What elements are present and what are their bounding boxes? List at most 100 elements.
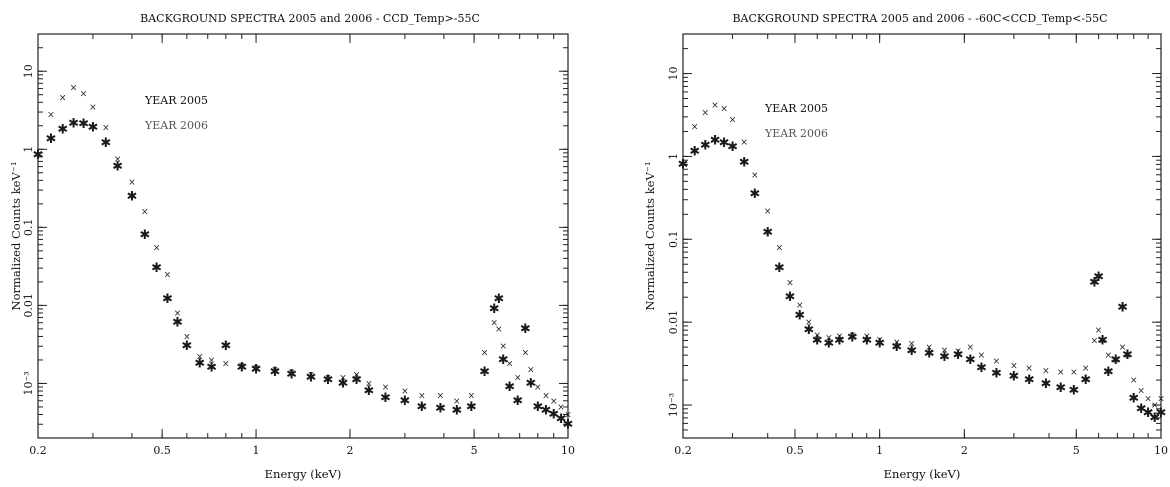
data-point-2006: × xyxy=(1091,337,1099,347)
x-axis-label: Energy (keV) xyxy=(265,467,342,481)
data-point-2006: × xyxy=(401,387,409,397)
data-point-2005: ✱ xyxy=(338,376,349,391)
data-point-2006: × xyxy=(711,101,719,111)
x-tick-label: 1 xyxy=(253,444,260,457)
data-point-2006: × xyxy=(365,379,373,389)
data-point-2006: × xyxy=(729,115,737,125)
data-point-2005: ✱ xyxy=(479,365,490,380)
data-point-2005: ✱ xyxy=(861,334,872,349)
data-point-2005: ✱ xyxy=(351,373,362,388)
data-point-2006: × xyxy=(702,108,710,118)
data-point-2005: ✱ xyxy=(739,155,750,170)
data-point-2006: × xyxy=(128,178,136,188)
data-point-2006: × xyxy=(786,279,794,289)
data-point-2005: ✱ xyxy=(1156,406,1167,421)
chart-title: BACKGROUND SPECTRA 2005 and 2006 - CCD_T… xyxy=(140,12,480,25)
data-point-2006: × xyxy=(1099,337,1107,347)
data-point-2006: × xyxy=(453,397,461,407)
data-point-2005: ✱ xyxy=(520,322,531,337)
data-point-2006: × xyxy=(468,392,476,402)
data-point-2006: × xyxy=(164,270,172,280)
data-point-2005: ✱ xyxy=(435,401,446,416)
data-point-2005: ✱ xyxy=(1143,406,1154,421)
data-point-2005: ✱ xyxy=(556,412,567,427)
data-points: ✱✱✱✱✱✱✱✱✱✱✱✱✱✱✱✱✱✱✱✱✱✱✱✱✱✱✱✱✱✱✱✱✱✱✱✱✱✱✱✱… xyxy=(33,83,574,432)
data-point-2005: ✱ xyxy=(976,361,987,376)
data-point-2006: × xyxy=(183,332,191,342)
data-point-2006: × xyxy=(527,366,535,376)
data-point-2005: ✱ xyxy=(689,144,700,159)
data-point-2005: ✱ xyxy=(380,391,391,406)
data-point-2006: × xyxy=(542,392,550,402)
data-point-2006: × xyxy=(1025,364,1033,374)
data-point-2005: ✱ xyxy=(924,346,935,361)
legend-entry: YEAR 2006 xyxy=(764,127,828,140)
data-point-2005: ✱ xyxy=(762,226,773,241)
data-point-2006: × xyxy=(1157,394,1165,404)
data-point-2006: × xyxy=(506,360,514,370)
data-point-2006: × xyxy=(1010,361,1018,371)
data-point-2006: × xyxy=(1105,351,1113,361)
data-point-2006: × xyxy=(740,138,748,148)
data-point-2006: × xyxy=(114,155,122,165)
data-point-2006: × xyxy=(141,207,149,217)
data-point-2006: × xyxy=(836,332,844,342)
data-point-2006: × xyxy=(849,331,857,341)
data-points: ✱✱✱✱✱✱✱✱✱✱✱✱✱✱✱✱✱✱✱✱✱✱✱✱✱✱✱✱✱✱✱✱✱✱✱✱✱✱✱✱… xyxy=(678,101,1167,426)
x-tick-label: 2 xyxy=(346,444,353,457)
data-point-2005: ✱ xyxy=(220,339,231,354)
x-tick-label: 2 xyxy=(961,444,968,457)
data-point-2005: ✱ xyxy=(206,361,217,376)
data-point-2005: ✱ xyxy=(749,187,760,202)
data-point-2005: ✱ xyxy=(68,116,79,131)
x-tick-label: 10 xyxy=(1154,444,1168,457)
plot-frame xyxy=(37,33,569,439)
legend: YEAR 2005 YEAR 2006 xyxy=(144,94,208,132)
data-point-2006: × xyxy=(382,383,390,393)
data-point-2006: × xyxy=(252,364,260,374)
data-point-2006: × xyxy=(288,368,296,378)
data-point-2005: ✱ xyxy=(1097,334,1108,349)
x-tick-label: 0.5 xyxy=(786,444,804,457)
data-point-2005: ✱ xyxy=(45,132,56,147)
data-point-2005: ✱ xyxy=(563,417,574,432)
chart-panel-right: BACKGROUND SPECTRA 2005 and 2006 - -60C<… xyxy=(643,12,1168,481)
data-point-2005: ✱ xyxy=(162,292,173,307)
data-point-2006: × xyxy=(691,122,699,132)
data-point-2006: × xyxy=(222,360,230,370)
data-point-2006: × xyxy=(967,343,975,353)
axis-ticks xyxy=(37,33,569,439)
data-point-2005: ✱ xyxy=(416,400,427,415)
chart-title: BACKGROUND SPECTRA 2005 and 2006 - -60C<… xyxy=(732,12,1107,25)
data-point-2005: ✱ xyxy=(1117,301,1128,316)
y-tick-labels: 10⁻³ 0.01 0.1 1 10 xyxy=(667,67,680,418)
y-tick-label: 10⁻³ xyxy=(22,371,35,395)
data-point-2005: ✱ xyxy=(1068,383,1079,398)
data-point-2006: × xyxy=(89,103,97,113)
data-point-2006: × xyxy=(153,244,161,254)
data-point-2006: × xyxy=(70,83,78,93)
data-point-2005: ✱ xyxy=(727,140,738,155)
data-point-2005: ✱ xyxy=(466,400,477,415)
data-point-2006: × xyxy=(825,334,833,344)
data-point-2005: ✱ xyxy=(57,122,68,137)
data-point-2005: ✱ xyxy=(126,189,137,204)
data-point-2005: ✱ xyxy=(525,376,536,391)
y-tick-label: 0.1 xyxy=(667,231,680,249)
data-point-2006: × xyxy=(307,371,315,381)
data-point-2005: ✱ xyxy=(774,261,785,276)
data-point-2006: × xyxy=(720,104,728,114)
data-point-2006: × xyxy=(1042,367,1050,377)
x-tick-label: 10 xyxy=(561,444,575,457)
data-point-2006: × xyxy=(353,371,361,381)
data-point-2006: × xyxy=(1112,356,1120,366)
data-point-2006: × xyxy=(1095,326,1103,336)
data-point-2005: ✱ xyxy=(112,160,123,175)
data-point-2006: × xyxy=(751,171,759,181)
data-point-2005: ✱ xyxy=(1103,365,1114,380)
data-point-2005: ✱ xyxy=(1128,391,1139,406)
data-point-2005: ✱ xyxy=(399,394,410,409)
legend-entry: YEAR 2006 xyxy=(144,119,208,132)
data-point-2005: ✱ xyxy=(451,404,462,419)
data-point-2005: ✱ xyxy=(1040,377,1051,392)
